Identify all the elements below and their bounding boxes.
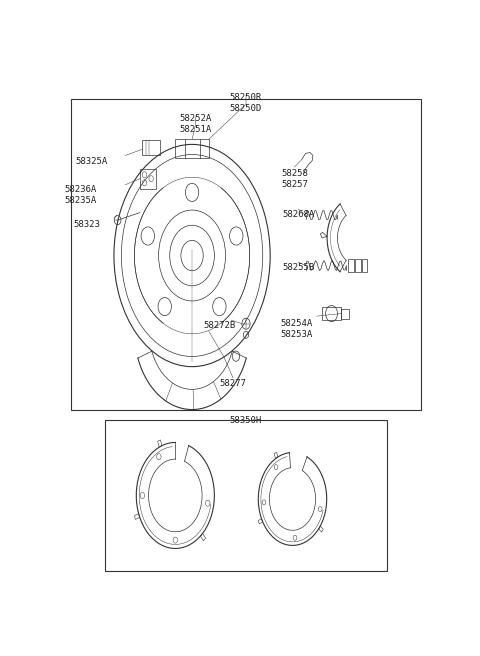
Bar	[175, 139, 209, 157]
Text: 58325A: 58325A	[75, 157, 108, 166]
Bar	[142, 140, 160, 155]
Bar	[322, 307, 341, 319]
Text: 58350H: 58350H	[230, 416, 262, 425]
Bar	[348, 259, 354, 272]
Text: 58250R
58250D: 58250R 58250D	[230, 93, 262, 113]
Text: 58236A
58235A: 58236A 58235A	[64, 185, 96, 205]
Text: 58268A: 58268A	[282, 210, 314, 219]
Bar	[355, 259, 360, 272]
Text: 58272B: 58272B	[204, 321, 236, 330]
Text: 58255B: 58255B	[282, 263, 314, 272]
Text: 58323: 58323	[73, 220, 100, 229]
Text: 58252A
58251A: 58252A 58251A	[180, 114, 212, 134]
Bar	[140, 169, 156, 189]
Bar	[105, 420, 387, 571]
Bar	[71, 99, 421, 409]
Text: 58254A
58253A: 58254A 58253A	[280, 319, 312, 338]
Bar	[362, 259, 367, 272]
Text: 58277: 58277	[219, 379, 246, 388]
Text: 58258
58257: 58258 58257	[281, 169, 308, 189]
Bar	[341, 308, 349, 319]
